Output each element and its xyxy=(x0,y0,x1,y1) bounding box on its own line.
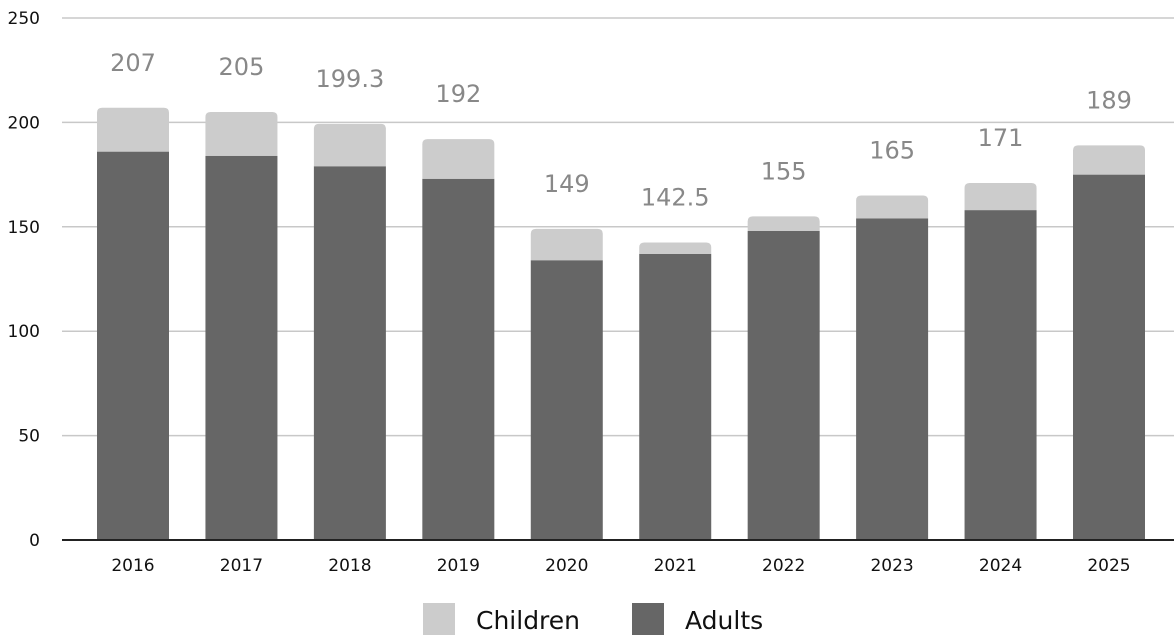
x-tick-label-2018: 2018 xyxy=(328,556,371,576)
legend-label-adults: Adults xyxy=(685,606,763,635)
total-labels: 207 205 199.3 192 149 142.5 155 165 171 189 xyxy=(110,49,1132,212)
bar-children-2017 xyxy=(205,111,278,156)
total-label-2019: 192 xyxy=(435,80,481,108)
bars xyxy=(97,107,1145,541)
legend-swatch-children xyxy=(423,603,455,635)
legend: Children Adults xyxy=(423,603,763,635)
total-label-2021: 142.5 xyxy=(641,183,710,211)
y-tick-label: 0 xyxy=(29,531,40,551)
x-axis-ticks: 2016 2017 2018 2019 2020 2021 2022 2023 2024 2025 xyxy=(111,556,1130,576)
x-tick-label-2025: 2025 xyxy=(1087,556,1130,576)
y-tick-label: 150 xyxy=(8,218,40,238)
bar-children-2024 xyxy=(964,182,1037,211)
total-label-2020: 149 xyxy=(544,170,590,198)
x-tick-label-2016: 2016 xyxy=(111,556,154,576)
bar-adults-2021 xyxy=(639,253,712,540)
total-label-2017: 205 xyxy=(219,53,265,81)
total-label-2024: 171 xyxy=(978,124,1024,152)
total-label-2018: 199.3 xyxy=(316,65,385,93)
x-tick-label-2023: 2023 xyxy=(870,556,913,576)
bar-children-2021 xyxy=(639,242,712,254)
x-tick-label-2017: 2017 xyxy=(220,556,263,576)
y-tick-label: 200 xyxy=(8,113,40,133)
total-label-2022: 155 xyxy=(761,157,807,185)
y-tick-label: 50 xyxy=(18,427,40,447)
legend-swatch-adults xyxy=(632,603,664,635)
bar-adults-2020 xyxy=(530,260,603,540)
bar-children-2019 xyxy=(422,139,495,179)
x-tick-label-2021: 2021 xyxy=(654,556,697,576)
bar-adults-2023 xyxy=(856,218,929,540)
x-tick-label-2022: 2022 xyxy=(762,556,805,576)
legend-label-children: Children xyxy=(476,606,580,635)
total-label-2025: 189 xyxy=(1086,86,1132,114)
bar-children-2025 xyxy=(1073,145,1145,175)
bar-children-2016 xyxy=(97,107,169,152)
bar-adults-2024 xyxy=(964,210,1037,540)
bar-children-2018 xyxy=(313,123,386,167)
x-tick-label-2024: 2024 xyxy=(979,556,1022,576)
y-tick-label: 100 xyxy=(8,322,40,342)
y-tick-label: 250 xyxy=(8,9,40,29)
bar-adults-2019 xyxy=(422,178,495,540)
bar-adults-2017 xyxy=(205,155,278,541)
bar-adults-2016 xyxy=(97,151,169,540)
bar-adults-2018 xyxy=(313,166,386,541)
y-axis-ticks: 0 50 100 150 200 250 xyxy=(8,9,40,551)
total-label-2023: 165 xyxy=(869,136,915,164)
bar-children-2023 xyxy=(856,195,929,219)
bar-adults-2022 xyxy=(747,230,820,540)
bar-children-2022 xyxy=(747,216,820,231)
x-tick-label-2020: 2020 xyxy=(545,556,588,576)
bar-children-2020 xyxy=(530,228,603,261)
bar-adults-2025 xyxy=(1073,174,1145,540)
x-tick-label-2019: 2019 xyxy=(437,556,480,576)
total-label-2016: 207 xyxy=(110,49,156,77)
